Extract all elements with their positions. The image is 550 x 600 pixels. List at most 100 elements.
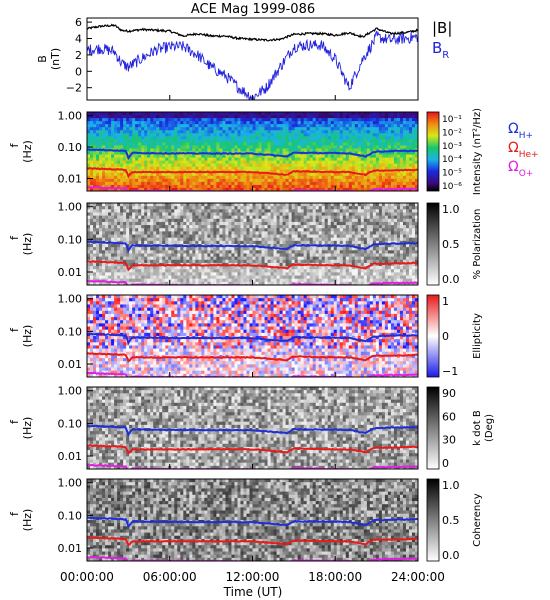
spectrogram-cell [213, 184, 217, 189]
spectrogram-cell [165, 212, 169, 217]
spectrogram-cell [171, 253, 175, 258]
spectrogram-cell [294, 178, 299, 183]
spectrogram-cell [339, 172, 344, 177]
spectrogram-cell [207, 115, 211, 119]
spectrogram-cell [99, 121, 103, 125]
spectrogram-cell [129, 221, 133, 226]
spectrogram-cell [372, 172, 377, 177]
spectrogram-cell [99, 247, 103, 251]
spectrogram-cell [222, 178, 226, 183]
spectrogram-cell [240, 121, 244, 125]
spectrogram-cell [288, 163, 293, 168]
spectrogram-cell [303, 221, 308, 226]
spectrogram-cell [135, 231, 139, 235]
spectrogram-cell [270, 225, 274, 229]
spectrogram-cell [219, 112, 223, 116]
spectrogram-cell [162, 157, 166, 162]
spectrogram-cell [285, 184, 290, 189]
spectrogram-cell [279, 169, 283, 174]
spectrogram-cell [120, 259, 124, 264]
spectrogram-cell [174, 187, 178, 191]
spectrogram-cell [174, 157, 178, 162]
spectrogram-cell [102, 209, 106, 213]
spectrogram-cell [186, 181, 190, 186]
spectrogram-cell [414, 225, 418, 229]
spectrogram-cell [201, 231, 205, 235]
spectrogram-cell [120, 151, 124, 155]
spectrogram-cell [384, 163, 389, 168]
spectrogram-cell [360, 178, 365, 183]
spectrogram-cell [288, 178, 293, 183]
spectrogram-cell [414, 118, 418, 122]
spectrogram-cell [201, 118, 205, 122]
spectrogram-cell [264, 259, 268, 264]
spectrogram-cell [327, 163, 332, 168]
spectrogram-cell [183, 133, 187, 137]
spectrogram-cell [414, 145, 418, 149]
spectrogram-cell [129, 163, 133, 168]
spectrogram-cell [411, 136, 416, 140]
spectrogram-cell [174, 145, 178, 149]
spectrogram-cell [381, 250, 386, 254]
spectrogram-cell [207, 127, 211, 131]
spectrogram-cell [114, 151, 118, 155]
spectrogram-cell [372, 225, 377, 229]
spectrogram-cell [327, 178, 332, 183]
spectrogram-cell [414, 115, 418, 119]
spectrogram-cell [99, 231, 103, 235]
spectrogram-cell [117, 139, 121, 143]
spectrogram-cell [327, 124, 332, 128]
spectrogram-cell [174, 160, 178, 165]
spectrogram-cell [99, 215, 103, 220]
spectrogram-cell [228, 206, 232, 210]
colorbar-label: Intensity (nT²/Hz) [472, 108, 483, 195]
spectrogram-cell [201, 247, 205, 251]
spectrogram-cell [225, 237, 229, 242]
spectrogram-cell [183, 203, 187, 207]
spectrogram-cell [411, 237, 416, 242]
spectrogram-cell [174, 112, 178, 116]
spectrogram-cell [234, 187, 238, 191]
spectrogram-cell [261, 178, 265, 183]
spectrogram-cell [297, 115, 302, 119]
spectrogram-cell [390, 124, 395, 128]
spectrogram-cell [336, 124, 341, 128]
spectrogram-cell [144, 175, 148, 180]
spectrogram-cell [180, 145, 184, 149]
spectrogram-cell [372, 142, 377, 146]
spectrogram-cell [354, 166, 359, 171]
spectrogram-cell [336, 206, 341, 210]
spectrogram-cell [153, 178, 157, 183]
spectrogram-cell [99, 206, 103, 210]
spectrogram-cell [267, 145, 271, 149]
spectrogram-cell [282, 118, 286, 122]
spectrogram-cell [285, 175, 290, 180]
spectrogram-cell [90, 250, 94, 254]
spectrogram-cell [192, 139, 196, 143]
spectrogram-cell [123, 163, 127, 168]
spectrogram-cell [216, 154, 220, 158]
spectrogram-cell [315, 172, 320, 177]
spectrogram-cell [210, 231, 214, 235]
spectrogram-cell [150, 212, 154, 217]
spectrogram-cell [204, 121, 208, 125]
spectrogram-cell [204, 247, 208, 251]
spectrogram-cell [147, 215, 151, 220]
spectrogram-cell [270, 163, 274, 168]
spectrogram-cell [276, 133, 280, 137]
spectrogram-cell [246, 234, 250, 239]
spectrogram-cell [408, 184, 413, 189]
spectrogram-cell [390, 139, 395, 143]
spectrogram-cell [378, 136, 383, 140]
spectrogram-cell [327, 225, 332, 229]
spectrogram-cell [297, 124, 302, 128]
spectrogram-cell [357, 139, 362, 143]
spectrogram-cell [390, 256, 395, 261]
spectrogram-cell [162, 206, 166, 210]
spectrogram-cell [324, 163, 329, 168]
spectrogram-cell [318, 178, 323, 183]
spectrogram-cell [198, 218, 202, 223]
spectrogram-cell [216, 127, 220, 131]
spectrogram-cell [144, 253, 148, 258]
spectrogram-cell [309, 118, 314, 122]
